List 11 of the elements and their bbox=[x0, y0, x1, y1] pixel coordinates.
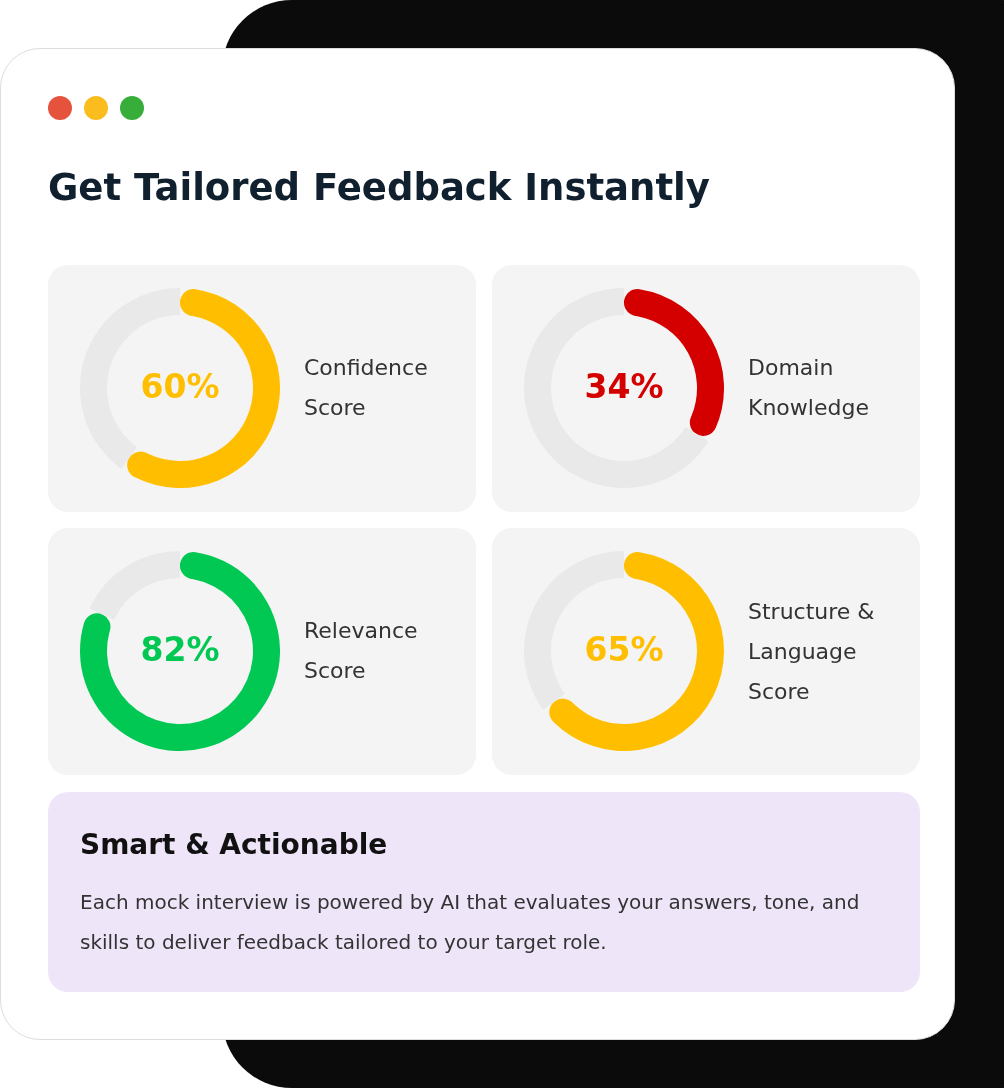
text: Each mock interview is powered by AI that evaluates your answers, tone, and skills to deliver feedback tailored to your target role. bbox=[80, 889, 861, 956]
text: Smart & Actionable bbox=[80, 828, 388, 861]
text: Relevance Score bbox=[304, 617, 419, 685]
text: Confidence Score bbox=[304, 354, 429, 422]
text: Structure & Language Score bbox=[748, 598, 876, 706]
data-label: 82% bbox=[140, 629, 220, 669]
text: Get Tailored Feedback Instantly bbox=[48, 166, 710, 209]
text: Domain Knowledge bbox=[748, 354, 870, 422]
data-label: 34% bbox=[584, 366, 664, 406]
data-label: 60% bbox=[140, 366, 220, 406]
data-label: 65% bbox=[584, 629, 664, 669]
